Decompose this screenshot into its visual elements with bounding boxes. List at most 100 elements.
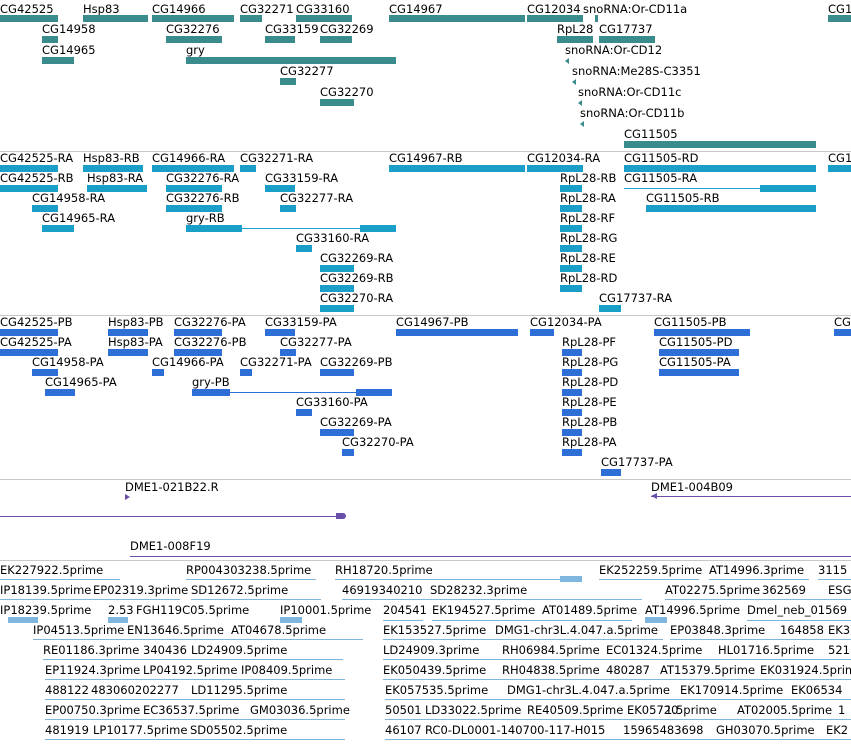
transcript-bar[interactable] — [599, 305, 621, 312]
est-label[interactable]: EP03848.3prime — [670, 623, 766, 637]
transcript-bar[interactable] — [186, 225, 242, 232]
est-label[interactable]: EK057535.5prime — [385, 683, 489, 697]
est-label[interactable]: AT02275.5prime — [665, 583, 761, 597]
transcript-bar[interactable] — [83, 165, 143, 172]
protein-label[interactable]: RpL28-PB — [562, 415, 618, 429]
est-line[interactable] — [385, 719, 851, 720]
est-label[interactable]: EK170914.5prime — [680, 683, 784, 697]
transcript-bar[interactable] — [360, 225, 396, 232]
protein-label[interactable]: Hsp83-PB — [108, 315, 164, 329]
gene-label[interactable]: snoRNA:Or-CD11b — [580, 106, 685, 120]
gene-label[interactable]: CG32270 — [320, 85, 374, 99]
est-label[interactable]: EK050439.5prime — [383, 663, 487, 677]
protein-label[interactable]: CG32269-PA — [320, 415, 392, 429]
protein-bar[interactable] — [174, 329, 222, 336]
est-label[interactable]: EP11924.3prime — [45, 663, 141, 677]
gene-label[interactable]: RpL28 — [557, 22, 594, 36]
transcript-bar[interactable] — [240, 165, 256, 172]
est-line[interactable] — [45, 699, 345, 700]
protein-label[interactable]: CG32271-PA — [240, 355, 312, 369]
est-label[interactable]: GM03036.5prime — [250, 703, 350, 717]
gene-label[interactable]: CG32271 — [240, 2, 294, 16]
gene-bar[interactable] — [166, 36, 222, 43]
transcript-label[interactable]: CG32271-RA — [240, 151, 314, 165]
protein-bar[interactable] — [356, 389, 392, 396]
est-label[interactable]: AT02005.5prime — [737, 703, 833, 717]
gene-bar[interactable] — [265, 36, 295, 43]
protein-label[interactable]: CG17737-PA — [601, 455, 673, 469]
est-line[interactable] — [0, 599, 180, 600]
gene-bar[interactable] — [599, 36, 655, 43]
transcript-label[interactable]: RpL28-RG — [560, 231, 618, 245]
gene-bar[interactable] — [240, 15, 262, 22]
protein-bar[interactable] — [562, 369, 582, 376]
transcript-bar[interactable] — [624, 165, 816, 172]
est-label[interactable]: 1.5prime — [665, 703, 717, 717]
protein-bar[interactable] — [601, 469, 621, 476]
protein-label[interactable]: CG11505-PD — [659, 335, 733, 349]
est-line[interactable] — [191, 599, 321, 600]
est-label[interactable]: LD24909.3prime — [383, 643, 480, 657]
est-label[interactable]: 480287 — [606, 663, 650, 677]
est-label[interactable]: 1 — [838, 703, 846, 717]
protein-bar[interactable] — [240, 369, 252, 376]
est-line[interactable] — [383, 659, 851, 660]
protein-label[interactable]: CG42525-PA — [0, 335, 72, 349]
transcript-label[interactable]: CG32269-RA — [320, 251, 394, 265]
protein-bar[interactable] — [562, 389, 582, 396]
est-line[interactable] — [0, 579, 120, 580]
transcript-label[interactable]: CG32276-RA — [166, 171, 240, 185]
est-label[interactable]: 488122 — [45, 683, 89, 697]
protein-bar[interactable] — [320, 369, 354, 376]
protein-label[interactable]: CG14966-PA — [152, 355, 224, 369]
transcript-label[interactable]: RpL28-RF — [560, 211, 616, 225]
est-label[interactable]: IP10001.5prime — [280, 603, 372, 617]
transcript-label[interactable]: CG1 — [828, 152, 851, 165]
gene-label[interactable]: CG42525 — [0, 2, 54, 16]
est-label[interactable]: 521 — [828, 643, 850, 657]
est-label[interactable]: EC36537.5prime — [143, 703, 240, 717]
est-label[interactable]: FGH119C05.5prime — [136, 603, 250, 617]
protein-label[interactable]: RpL28-PD — [562, 375, 619, 389]
transcript-label[interactable]: gry-RB — [186, 211, 225, 225]
transcript-bar[interactable] — [0, 185, 58, 192]
gene-bar[interactable] — [557, 36, 593, 43]
est-label[interactable]: 3115 — [818, 563, 848, 577]
clone-bar[interactable] — [336, 513, 346, 519]
protein-label[interactable]: RpL28-PE — [562, 395, 617, 409]
est-label[interactable]: AT14996.5prime — [645, 603, 741, 617]
protein-label[interactable]: CG14965-PA — [45, 375, 117, 389]
transcript-bar[interactable] — [320, 285, 354, 292]
protein-label[interactable]: RpL28-PF — [562, 335, 617, 349]
transcript-bar[interactable] — [560, 285, 582, 292]
est-label[interactable]: GH03070.5prime — [716, 723, 815, 737]
est-label[interactable]: SD05502.5prime — [190, 723, 288, 737]
est-label[interactable]: 164858 — [780, 623, 824, 637]
snorna-marker[interactable] — [580, 121, 584, 127]
transcript-bar[interactable] — [166, 205, 222, 212]
est-label[interactable]: EK3 — [828, 623, 851, 637]
est-label[interactable]: AT01489.5prime — [542, 603, 638, 617]
est-label[interactable]: EK227922.5prime — [0, 563, 104, 577]
est-label[interactable]: AT14996.3prime — [709, 563, 805, 577]
transcript-label[interactable]: CG32269-RB — [320, 271, 394, 285]
gene-bar[interactable] — [527, 15, 583, 22]
est-label[interactable]: SD12672.5prime — [191, 583, 289, 597]
gene-bar[interactable] — [280, 78, 296, 85]
clone-label[interactable]: DME1-008F19 — [130, 539, 211, 553]
protein-label[interactable]: CG32276-PA — [174, 315, 246, 329]
est-label[interactable]: LP04192.5prime — [143, 663, 238, 677]
gene-bar[interactable] — [595, 15, 598, 22]
est-label[interactable]: 46919340210 — [342, 583, 423, 597]
est-label[interactable]: 204541 — [383, 603, 427, 617]
protein-bar[interactable] — [342, 449, 354, 456]
protein-bar[interactable] — [45, 389, 75, 396]
est-line[interactable] — [709, 579, 809, 580]
est-line[interactable] — [383, 679, 851, 680]
est-label[interactable]: EK153527.5prime — [383, 623, 487, 637]
gene-bar[interactable] — [296, 15, 352, 22]
est-label[interactable]: 340436 — [143, 643, 187, 657]
protein-label[interactable]: CG14967-PB — [396, 315, 469, 329]
est-line[interactable] — [45, 739, 345, 740]
est-label[interactable]: EK06534 — [791, 683, 843, 697]
